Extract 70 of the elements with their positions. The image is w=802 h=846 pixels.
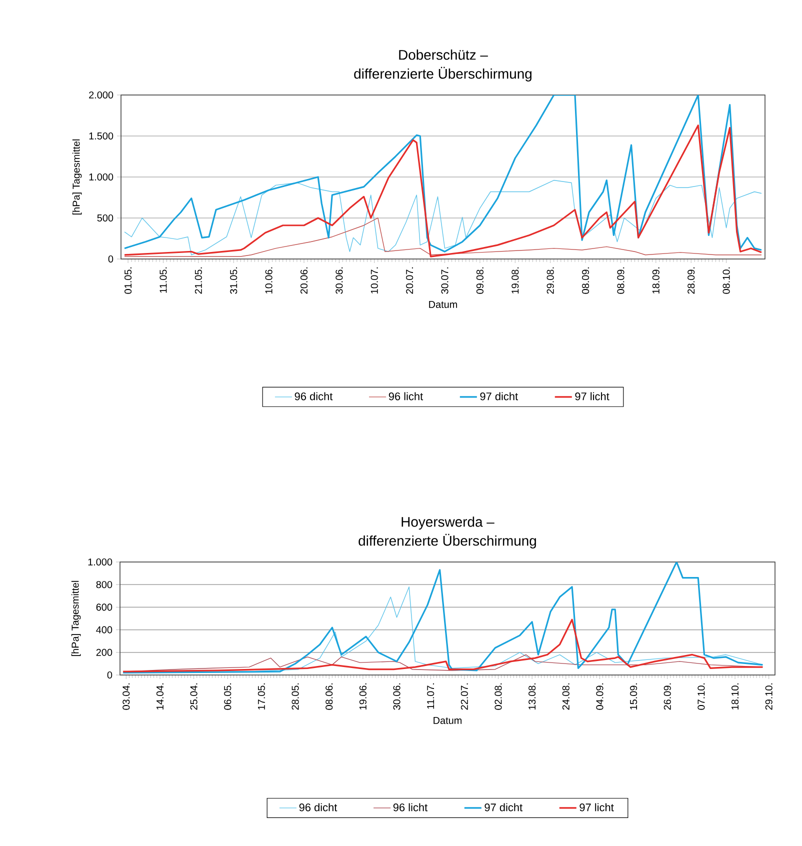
chart-title: Hoyerswerda –	[402, 516, 494, 530]
x-tick-label: 17.05.	[258, 683, 265, 710]
x-tick-label: 19.08.	[512, 267, 519, 294]
legend-label: 97 licht	[575, 392, 610, 400]
line-series	[124, 218, 762, 257]
x-axis-title: Datum	[434, 717, 462, 724]
x-tick-label: 02.08.	[494, 683, 502, 710]
y-tick-label: 400	[96, 626, 112, 634]
x-tick-label: 20.06.	[300, 267, 308, 294]
legend-label: 96 licht	[393, 803, 428, 812]
x-tick-label: 08.09.	[582, 267, 590, 294]
x-tick-label: 07.10.	[698, 683, 705, 710]
x-tick-label: 08.06.	[326, 683, 333, 710]
x-tick-label: 08.10.	[722, 267, 730, 294]
legend-label: 97 dicht	[484, 803, 522, 812]
x-tick-label: 30.07.	[441, 267, 448, 294]
x-tick-label: 30.06.	[393, 683, 400, 710]
y-tick-label: 500	[97, 214, 114, 222]
x-tick-label: 21.05.	[194, 267, 202, 294]
x-tick-label: 19.06.	[359, 683, 366, 710]
x-tick-label: 28.05.	[292, 683, 299, 710]
legend-label: 97 licht	[580, 803, 614, 812]
y-tick-label: 1.500	[89, 132, 114, 140]
x-tick-label: 01.05.	[124, 267, 132, 294]
y-tick-label: 200	[96, 648, 112, 656]
x-tick-label: 24.08.	[562, 683, 570, 710]
x-tick-label: 03.04.	[122, 683, 130, 710]
x-tick-label: 11.07.	[427, 683, 434, 709]
y-tick-label: 0	[108, 255, 114, 263]
x-tick-label: 11.05.	[160, 267, 167, 293]
x-tick-label: 08.09.	[617, 267, 624, 294]
x-tick-label: 04.09.	[596, 683, 604, 710]
legend-label: 96 dicht	[294, 392, 333, 400]
line-series	[122, 562, 764, 674]
legend-label: 96 dicht	[299, 803, 338, 812]
y-axis-title: [hPa] Tagesmittel	[72, 139, 82, 214]
chart-subtitle: differenzierte Überschirmung	[358, 534, 536, 548]
x-tick-label: 14.04.	[156, 683, 164, 710]
x-axis-title: Datum	[429, 301, 458, 308]
y-tick-label: 1.000	[88, 558, 112, 566]
x-tick-label: 31.05.	[230, 267, 238, 294]
y-axis-title: [hPa] Tagesmittel	[71, 580, 81, 656]
x-tick-label: 28.09.	[688, 267, 695, 294]
legend-label: 97 dicht	[480, 392, 518, 400]
x-tick-label: 10.06.	[265, 267, 272, 294]
x-tick-label: 10.07.	[370, 267, 378, 294]
y-tick-label: 0	[107, 671, 112, 679]
x-tick-label: 26.09.	[664, 683, 671, 710]
x-tick-label: 06.05.	[224, 683, 232, 710]
x-tick-label: 20.07.	[406, 267, 414, 294]
x-tick-label: 15.09.	[630, 683, 638, 710]
x-tick-label: 25.04.	[190, 683, 198, 710]
y-tick-label: 600	[96, 604, 112, 611]
x-tick-label: 18.10.	[732, 683, 739, 710]
x-tick-label: 30.06.	[336, 267, 343, 294]
x-tick-label: 29.08.	[546, 267, 554, 294]
chart-title: Doberschütz –	[399, 50, 488, 60]
x-tick-label: 22.07.	[460, 683, 468, 710]
line-series	[124, 94, 762, 252]
legend-label: 96 licht	[388, 392, 424, 400]
line-series	[122, 618, 764, 672]
x-tick-label: 09.08.	[476, 267, 484, 294]
y-tick-label: 2.000	[89, 91, 114, 99]
line-series	[124, 124, 762, 258]
x-tick-label: 13.08.	[528, 683, 536, 710]
x-tick-label: 29.10.	[765, 683, 772, 710]
x-tick-label: 18.09.	[652, 267, 660, 294]
chart-subtitle: differenzierte Überschirmung	[354, 66, 532, 82]
y-tick-label: 1.000	[89, 173, 114, 181]
y-tick-label: 800	[96, 581, 112, 588]
